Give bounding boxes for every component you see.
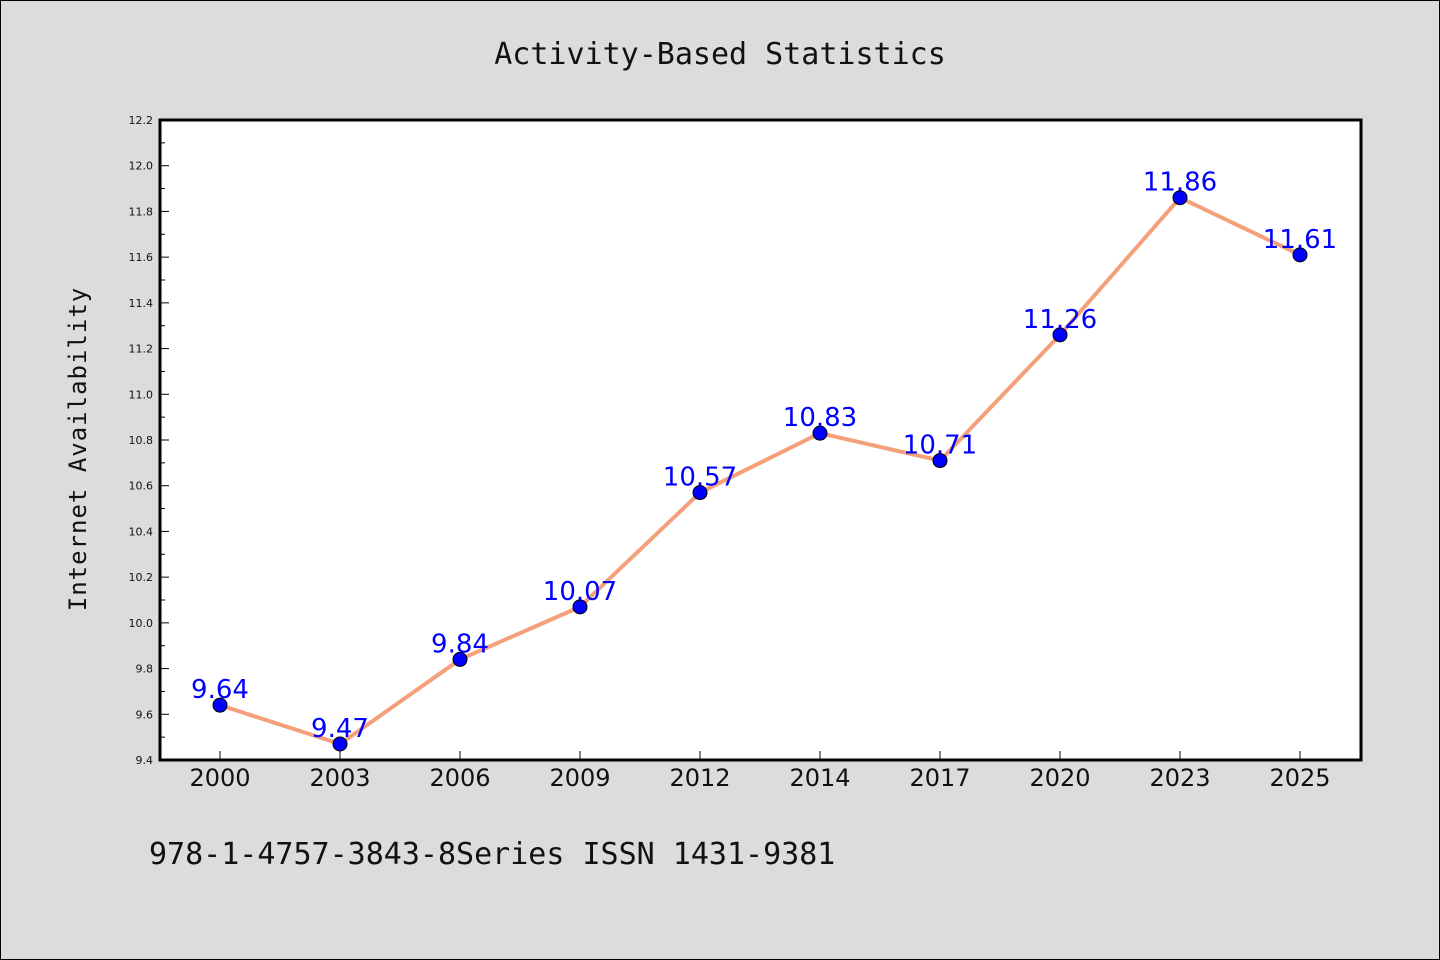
y-tick-label: 10.2: [129, 571, 154, 584]
x-tick-label: 2014: [789, 764, 850, 792]
data-value-label: 10.07: [543, 577, 617, 607]
y-tick-label: 12.0: [129, 160, 154, 173]
y-tick-label: 11.6: [129, 251, 154, 264]
data-value-label: 11.26: [1023, 305, 1097, 335]
data-value-label: 9.64: [191, 675, 249, 705]
y-tick-label: 10.0: [129, 617, 154, 630]
data-point-marker: [1292, 247, 1308, 263]
data-value-label: 10.57: [663, 463, 737, 493]
data-labels: 9.64 9.47 9.84 10.07 10.57 10.83 10.71 11.26 11.…: [191, 168, 1337, 744]
data-markers: [212, 190, 1308, 752]
y-tick-label: 9.6: [136, 708, 154, 721]
x-tick-label: 2003: [309, 764, 370, 792]
data-point-marker: [212, 697, 228, 713]
data-value-label: 11.86: [1143, 168, 1217, 198]
y-tick-label: 11.0: [129, 388, 154, 401]
x-tick-label: 2000: [189, 764, 250, 792]
data-value-label: 9.47: [311, 714, 369, 744]
y-tick-label: 9.4: [136, 754, 154, 767]
data-point-marker: [452, 651, 468, 667]
data-value-label: 10.83: [783, 403, 857, 433]
y-tick-label: 11.4: [129, 297, 154, 310]
plot-area: [158, 118, 1363, 762]
series-line: [219, 195, 1301, 746]
data-point-marker: [332, 736, 348, 752]
x-axis-ticks: 2000 2003 2006 2009 2012 2014 2017 2020 2023 2025: [189, 751, 1331, 792]
data-point-marker: [932, 453, 948, 469]
y-tick-label: 10.8: [129, 434, 154, 447]
data-point-marker: [1172, 190, 1188, 206]
data-value-label: 9.84: [431, 629, 489, 659]
data-value-label: 10.71: [903, 431, 977, 461]
data-point-marker: [812, 425, 828, 441]
x-tick-label: 2025: [1269, 764, 1330, 792]
data-point-marker: [1052, 327, 1068, 343]
y-tick-label: 10.6: [129, 480, 154, 493]
x-tick-label: 2012: [669, 764, 730, 792]
x-tick-label: 2023: [1149, 764, 1210, 792]
data-point-marker: [692, 485, 708, 501]
y-tick-label: 10.4: [129, 525, 154, 538]
chart-title: Activity-Based Statistics: [494, 37, 946, 72]
y-tick-label: 9.8: [136, 663, 154, 676]
y-tick-label: 11.8: [129, 205, 154, 218]
y-tick-label: 12.2: [129, 114, 154, 127]
data-value-label: 11.61: [1263, 225, 1337, 255]
x-tick-label: 2006: [429, 764, 490, 792]
series-line-group: [219, 195, 1301, 746]
x-tick-label: 2017: [909, 764, 970, 792]
y-axis-ticks: 9.4 9.6 9.8 10.0 10.2 10.4 10.6 10.8 11.0 11.2 11.…: [129, 114, 169, 767]
x-tick-label: 2020: [1029, 764, 1090, 792]
footer-isbn-text: 978-1-4757-3843-8Series ISSN 1431-9381: [149, 837, 835, 872]
y-axis-label: Internet Availability: [64, 287, 92, 611]
x-tick-label: 2009: [549, 764, 610, 792]
y-tick-label: 11.2: [129, 343, 154, 356]
data-point-marker: [572, 599, 588, 615]
